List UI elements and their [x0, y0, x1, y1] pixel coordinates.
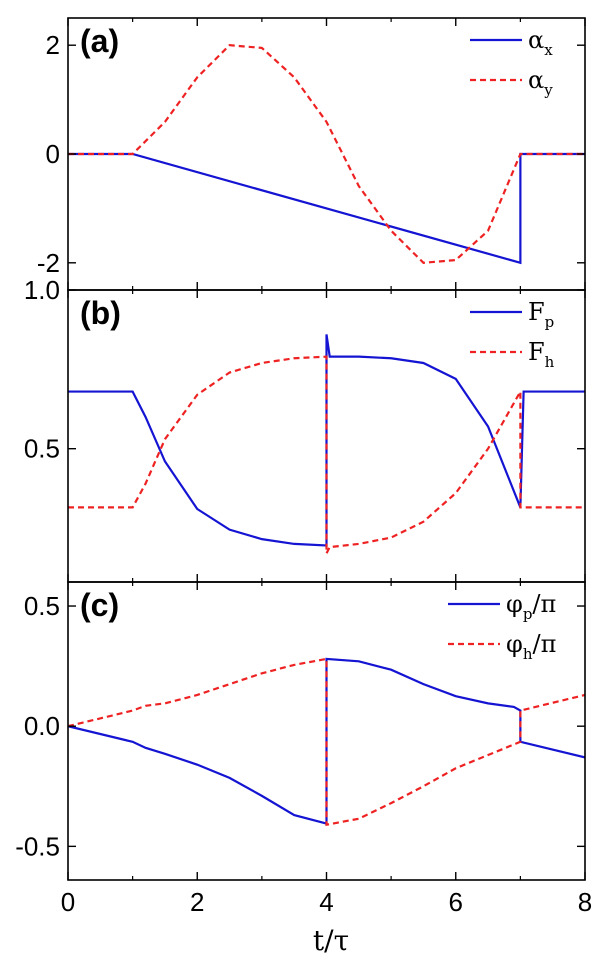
- legend: φp/π φh/π: [448, 590, 556, 663]
- panel-1: -2 0 2 (a) αx αy: [37, 17, 586, 291]
- series-line-y: [68, 44, 585, 264]
- x-tick-label: 8: [578, 887, 592, 917]
- legend-label-h: φh/π: [506, 630, 556, 663]
- panel-label: (b): [80, 295, 121, 331]
- legend: αx αy: [470, 26, 553, 99]
- legend-label-h: Fh: [528, 338, 555, 371]
- panel-3: -0.5 0.0 0.5 0 2 4 6 8 (c) φp/π φh/π: [15, 581, 592, 917]
- y-tick-label: 1.0: [24, 275, 60, 305]
- series-line-h: [68, 355, 585, 554]
- legend-label-y: αy: [528, 66, 553, 99]
- x-tick-label: 4: [319, 887, 333, 917]
- y-tick-label: 2: [46, 30, 60, 60]
- y-tick-label: 0: [46, 139, 60, 169]
- x-tick-label: 2: [190, 887, 204, 917]
- x-tick-label: 0: [61, 887, 75, 917]
- y-tick-label: 0.5: [24, 591, 60, 621]
- x-tick-label: 6: [449, 887, 463, 917]
- plot-frame: [67, 17, 586, 291]
- legend-label-x: αx: [528, 26, 553, 59]
- panel-label: (a): [80, 23, 119, 59]
- panel-2: 0.5 1.0 (b) Fp Fh: [24, 275, 586, 583]
- y-tick-label: -0.5: [15, 831, 60, 861]
- y-tick-label: -2: [37, 248, 60, 278]
- panel-label: (c): [80, 587, 119, 623]
- series-line-h: [68, 657, 585, 827]
- y-tick-label: 0.5: [24, 434, 60, 464]
- legend-label-p: Fp: [528, 298, 554, 331]
- series-line-p: [68, 657, 585, 825]
- series-line-x: [68, 152, 585, 265]
- legend-label-p: φp/π: [506, 590, 556, 623]
- legend: Fp Fh: [470, 298, 555, 371]
- plots: -2 0 2 (a) αx αy 0.5 1.0 (b) Fp Fh -0.5 0.0 0.5 0 2 4 6 8 (…: [15, 17, 592, 917]
- series-line-p: [68, 334, 585, 547]
- x-axis-title: t/τ: [313, 924, 349, 957]
- y-tick-label: 0.0: [24, 711, 60, 741]
